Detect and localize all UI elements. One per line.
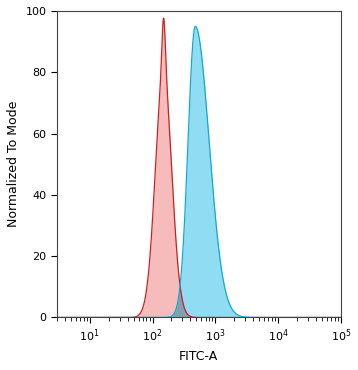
X-axis label: FITC-A: FITC-A [179,350,218,363]
Y-axis label: Normalized To Mode: Normalized To Mode [7,101,20,228]
